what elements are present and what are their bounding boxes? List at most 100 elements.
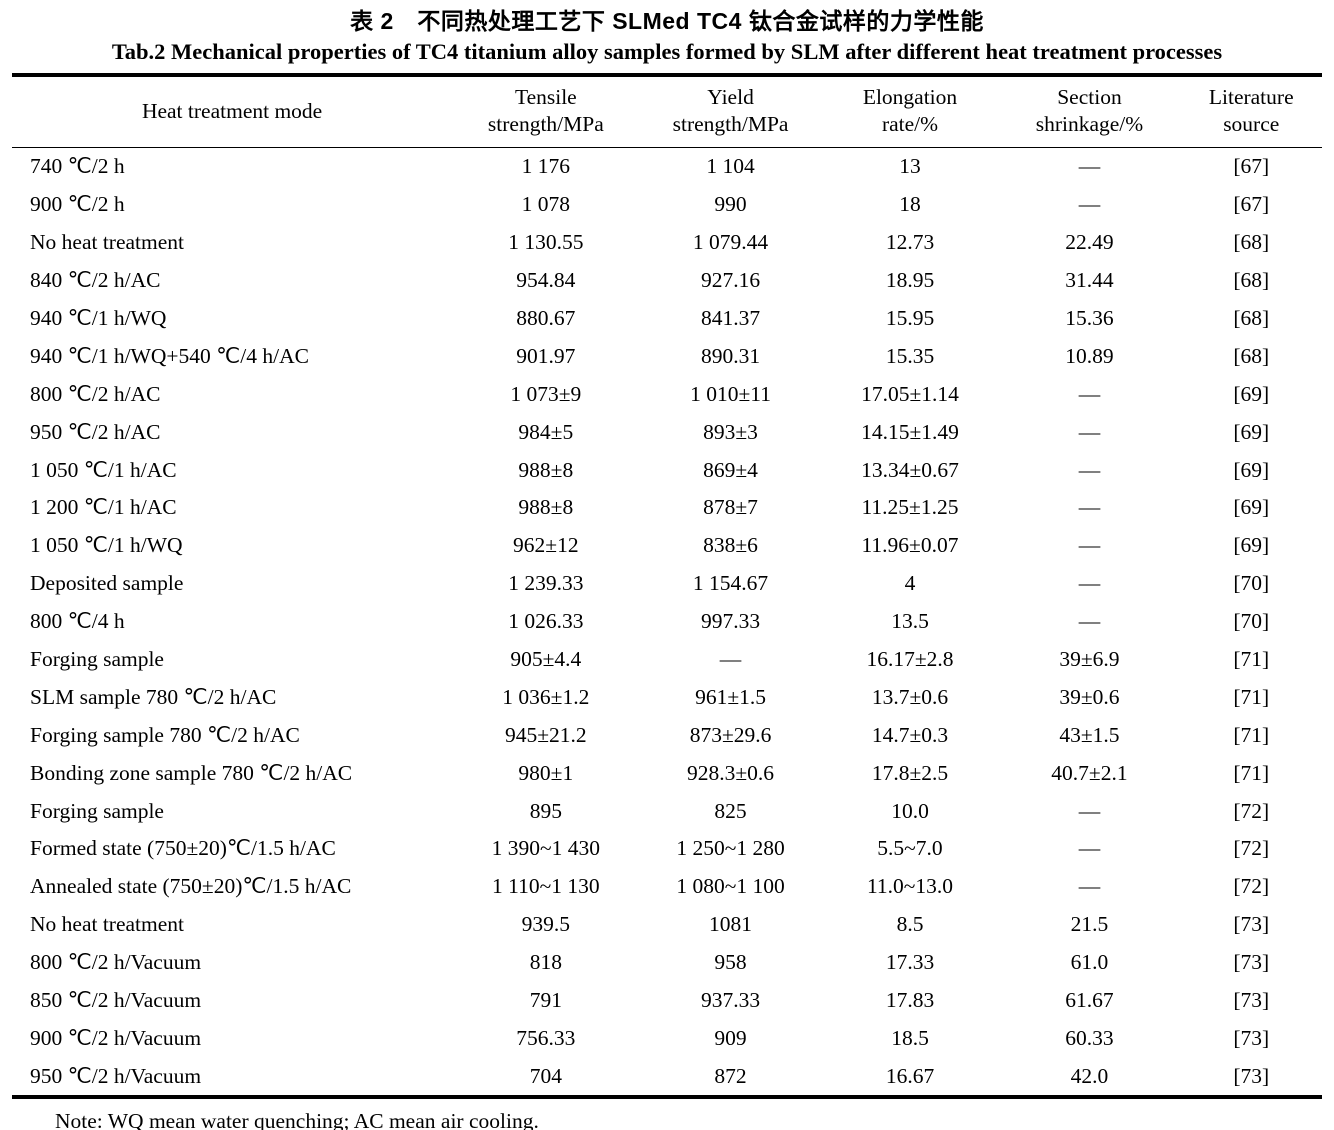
cell-tensile-strength: 1 078 [521, 192, 571, 217]
cell-tensile-strength: 905±4.4 [510, 647, 582, 672]
cell-literature-source: [69] [1233, 381, 1270, 406]
cell-heat-treatment-mode: 940 ℃/1 h/WQ+540 ℃/4 h/AC [30, 343, 309, 368]
cell-section-shrinkage: 43±1.5 [1059, 722, 1120, 747]
cell-yield-strength: 890.31 [700, 343, 761, 368]
cell-yield-strength: 990 [714, 192, 747, 217]
table-row: 900 ℃/2 h/Vacuum 756.33 909 18.5 60.33 [… [12, 1019, 1322, 1057]
table-row: 900 ℃/2 h 1 078 990 18 — [67] [12, 186, 1322, 224]
cell-tensile-strength: 1 073±9 [510, 381, 582, 406]
cell-tensile-strength: 939.5 [521, 912, 571, 937]
cell-literature-source: [70] [1233, 609, 1270, 634]
cell-section-shrinkage: — [1078, 874, 1101, 899]
cell-yield-strength: — [719, 647, 742, 672]
table-row: Forging sample 895 825 10.0 — [72] [12, 792, 1322, 830]
cell-heat-treatment-mode: 800 ℃/2 h/AC [30, 381, 161, 406]
header-section-shrinkage: Section shrinkage/% [998, 75, 1181, 148]
table-row: 800 ℃/2 h/AC 1 073±9 1 010±11 17.05±1.14… [12, 375, 1322, 413]
cell-section-shrinkage: — [1078, 381, 1101, 406]
cell-elongation-rate: 14.15±1.49 [861, 419, 959, 444]
cell-elongation-rate: 17.8±2.5 [871, 760, 949, 785]
cell-elongation-rate: 17.05±1.14 [861, 381, 959, 406]
table-row: 740 ℃/2 h 1 176 1 104 13 — [67] [12, 148, 1322, 186]
header-heat-treatment-mode: Heat treatment mode [12, 75, 453, 148]
cell-tensile-strength: 984±5 [518, 419, 574, 444]
cell-section-shrinkage: 10.89 [1065, 343, 1114, 368]
cell-literature-source: [67] [1233, 154, 1270, 179]
cell-yield-strength: 893±3 [703, 419, 758, 444]
cell-heat-treatment-mode: 1 050 ℃/1 h/WQ [30, 533, 183, 558]
cell-literature-source: [72] [1233, 798, 1270, 823]
cell-yield-strength: 997.33 [700, 609, 761, 634]
table-body: 740 ℃/2 h 1 176 1 104 13 — [67] 900 ℃/2 … [12, 148, 1322, 1098]
cell-tensile-strength: 1 026.33 [508, 609, 584, 634]
table-row: No heat treatment 939.5 1081 8.5 21.5 [7… [12, 906, 1322, 944]
cell-literature-source: [69] [1233, 457, 1270, 482]
cell-section-shrinkage: 21.5 [1070, 912, 1109, 937]
cell-yield-strength: 909 [714, 1025, 747, 1050]
table-header-row: Heat treatment mode Tensile strength/MPa… [12, 75, 1322, 148]
cell-literature-source: [73] [1233, 1063, 1270, 1088]
header-tensile-strength: Tensile strength/MPa [452, 75, 640, 148]
header-literature-source: Literature source [1180, 75, 1322, 148]
cell-tensile-strength: 1 176 [521, 154, 571, 179]
cell-yield-strength: 1081 [709, 912, 753, 937]
cell-yield-strength: 1 079.44 [692, 230, 769, 255]
cell-literature-source: [69] [1233, 419, 1270, 444]
cell-tensile-strength: 1 130.55 [508, 230, 584, 255]
cell-yield-strength: 1 154.67 [692, 571, 769, 596]
cell-literature-source: [72] [1233, 874, 1270, 899]
cell-heat-treatment-mode: 740 ℃/2 h [30, 154, 125, 179]
cell-heat-treatment-mode: Annealed state (750±20)℃/1.5 h/AC [30, 874, 352, 899]
cell-heat-treatment-mode: 840 ℃/2 h/AC [30, 268, 161, 293]
cell-tensile-strength: 954.84 [516, 268, 576, 293]
cell-literature-source: [73] [1233, 950, 1270, 975]
cell-yield-strength: 928.3±0.6 [687, 760, 775, 785]
cell-literature-source: [69] [1233, 495, 1270, 520]
table-row: 1 200 ℃/1 h/AC 988±8 878±7 11.25±1.25 — … [12, 489, 1322, 527]
cell-literature-source: [70] [1233, 571, 1270, 596]
cell-elongation-rate: 11.96±0.07 [861, 533, 959, 558]
cell-heat-treatment-mode: 800 ℃/4 h [30, 609, 125, 634]
cell-heat-treatment-mode: No heat treatment [30, 230, 185, 255]
cell-heat-treatment-mode: Bonding zone sample 780 ℃/2 h/AC [30, 760, 353, 785]
table-row: No heat treatment 1 130.55 1 079.44 12.7… [12, 224, 1322, 262]
cell-tensile-strength: 945±21.2 [504, 722, 587, 747]
table-row: 950 ℃/2 h/AC 984±5 893±3 14.15±1.49 — [6… [12, 413, 1322, 451]
cell-heat-treatment-mode: 1 050 ℃/1 h/AC [30, 457, 177, 482]
cell-elongation-rate: 15.35 [885, 343, 935, 368]
cell-heat-treatment-mode: 950 ℃/2 h/Vacuum [30, 1063, 202, 1088]
cell-section-shrinkage: 39±0.6 [1059, 684, 1120, 709]
cell-literature-source: [73] [1233, 912, 1270, 937]
cell-yield-strength: 841.37 [700, 306, 761, 330]
cell-heat-treatment-mode: Forging sample [30, 647, 164, 672]
cell-section-shrinkage: 42.0 [1070, 1063, 1109, 1088]
cell-elongation-rate: 16.17±2.8 [866, 647, 954, 672]
mechanical-properties-table: Heat treatment mode Tensile strength/MPa… [12, 73, 1322, 1100]
cell-tensile-strength: 818 [529, 950, 562, 975]
cell-yield-strength: 838±6 [703, 533, 758, 558]
cell-heat-treatment-mode: Deposited sample [30, 571, 184, 596]
table-row: Bonding zone sample 780 ℃/2 h/AC 980±1 9… [12, 754, 1322, 792]
cell-section-shrinkage: 61.0 [1070, 950, 1109, 975]
cell-tensile-strength: 988±8 [518, 495, 574, 520]
cell-elongation-rate: 10.0 [891, 798, 929, 823]
cell-elongation-rate: 18.5 [891, 1025, 929, 1050]
cell-elongation-rate: 13.34±0.67 [861, 457, 959, 482]
cell-yield-strength: 1 250~1 280 [676, 836, 785, 861]
cell-tensile-strength: 704 [529, 1063, 562, 1088]
cell-tensile-strength: 1 110~1 130 [492, 874, 600, 899]
cell-literature-source: [73] [1233, 988, 1270, 1013]
cell-literature-source: [71] [1233, 647, 1270, 672]
cell-section-shrinkage: — [1078, 495, 1101, 520]
cell-tensile-strength: 791 [529, 988, 562, 1013]
cell-yield-strength: 961±1.5 [695, 684, 766, 709]
cell-yield-strength: 958 [714, 950, 747, 975]
cell-literature-source: [67] [1233, 192, 1270, 217]
cell-section-shrinkage: 61.67 [1065, 988, 1114, 1013]
cell-section-shrinkage: — [1078, 419, 1101, 444]
table-row: SLM sample 780 ℃/2 h/AC 1 036±1.2 961±1.… [12, 678, 1322, 716]
cell-tensile-strength: 980±1 [518, 760, 574, 785]
table-row: Deposited sample 1 239.33 1 154.67 4 — [… [12, 565, 1322, 603]
cell-elongation-rate: 14.7±0.3 [871, 722, 949, 747]
